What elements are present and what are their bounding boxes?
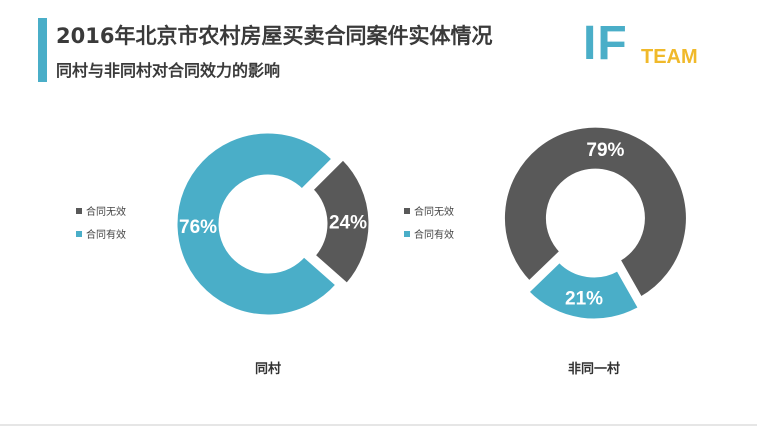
donut-slice-valid [525, 259, 642, 322]
if-team-logo: IF TEAM [583, 18, 713, 78]
slice-data-label: 21% [565, 288, 603, 309]
slice-data-label: 76% [179, 217, 217, 238]
bottom-divider [0, 424, 757, 426]
legend-swatch [76, 231, 82, 237]
legend-label: 合同有效 [414, 228, 454, 241]
slice-data-label: 24% [329, 212, 367, 233]
logo-main-text: IF [583, 17, 628, 70]
donut-slice-valid [174, 130, 340, 318]
page-subtitle: 同村与非同村对合同效力的影响 [56, 61, 281, 80]
accent-bar [38, 18, 47, 82]
donut-slice-invalid [501, 124, 689, 301]
legend-label: 合同无效 [86, 205, 126, 218]
legend-label: 合同无效 [414, 205, 454, 218]
legend-label: 合同有效 [86, 228, 126, 241]
logo-sub-text: TEAM [641, 46, 698, 68]
page-title: 2016年北京市农村房屋买卖合同案件实体情况 [56, 24, 493, 48]
donut-slice-invalid [309, 156, 372, 287]
chart-caption: 同村 [255, 361, 281, 377]
legend-swatch [404, 208, 410, 214]
chart-caption: 非同一村 [568, 361, 620, 377]
legend-swatch [76, 208, 82, 214]
slice-data-label: 79% [586, 140, 624, 161]
legend-swatch [404, 231, 410, 237]
